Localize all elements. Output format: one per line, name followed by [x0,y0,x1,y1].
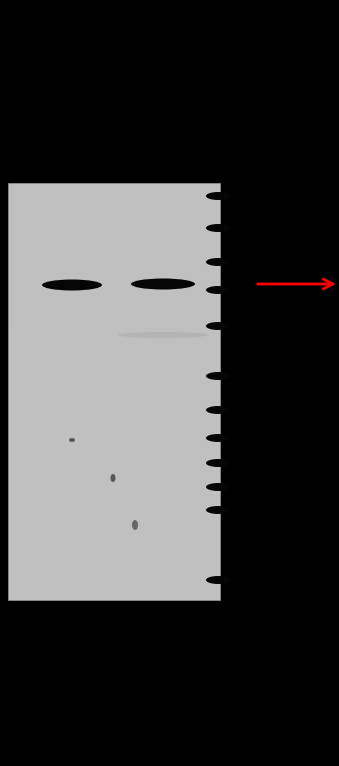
Ellipse shape [206,483,230,491]
Ellipse shape [206,434,230,442]
Ellipse shape [206,372,230,380]
Ellipse shape [118,332,208,338]
Bar [8,496,220,516]
Ellipse shape [42,280,102,290]
Ellipse shape [111,474,116,482]
Ellipse shape [206,286,230,294]
Bar [8,475,220,496]
Bar [8,371,220,391]
Ellipse shape [69,438,75,442]
Bar [8,287,220,308]
Ellipse shape [206,506,230,514]
Ellipse shape [206,576,230,584]
Bar [8,579,220,600]
Bar [8,183,220,204]
Bar [8,454,220,475]
Bar [8,183,220,600]
Bar [8,329,220,350]
Bar [8,434,220,454]
Bar [8,204,220,224]
Ellipse shape [206,406,230,414]
Bar [8,412,220,434]
Ellipse shape [131,279,195,290]
Bar [8,267,220,287]
Ellipse shape [206,322,230,330]
Ellipse shape [132,520,138,530]
Bar [8,224,220,246]
Bar [8,246,220,267]
Bar [8,350,220,371]
Bar [8,308,220,329]
Ellipse shape [206,258,230,266]
Ellipse shape [206,459,230,467]
Bar [8,516,220,538]
Bar [8,538,220,558]
Bar [8,558,220,579]
Ellipse shape [206,192,230,200]
Ellipse shape [206,224,230,232]
Bar [8,391,220,412]
